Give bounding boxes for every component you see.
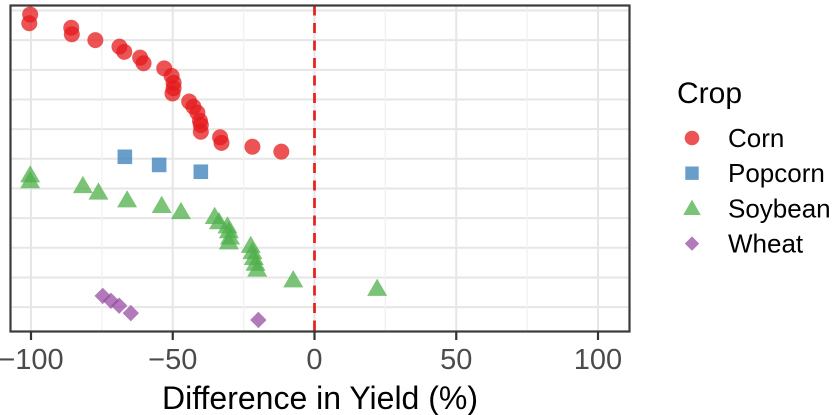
data-point-corn xyxy=(164,85,181,102)
data-point-corn xyxy=(21,15,38,32)
series-popcorn xyxy=(117,149,209,180)
x-tick-label: −100 xyxy=(0,344,64,376)
corn-circle-marker-icon xyxy=(684,130,700,146)
legend-item-popcorn: Popcorn xyxy=(685,158,825,188)
legend-label-wheat: Wheat xyxy=(728,229,804,259)
data-point-wheat xyxy=(94,287,111,305)
legend-label-popcorn: Popcorn xyxy=(728,158,825,188)
panel-border xyxy=(9,4,631,333)
data-point-corn xyxy=(273,143,290,160)
data-point-corn xyxy=(213,134,230,151)
data-point-wheat xyxy=(250,311,267,329)
data-point-soybean xyxy=(247,259,268,277)
data-point-wheat xyxy=(102,292,120,309)
data-point-soybean xyxy=(88,182,109,200)
legend-label-corn: Corn xyxy=(728,123,784,153)
x-tick-label: 50 xyxy=(440,344,472,376)
data-point-popcorn xyxy=(151,157,167,173)
data-point-corn xyxy=(87,32,104,49)
legend-items: Corn Popcorn Soybean Wheat xyxy=(683,123,831,259)
series-soybean xyxy=(20,165,388,296)
x-axis-title: Difference in Yield (%) xyxy=(162,380,478,415)
x-tick-label: 0 xyxy=(306,344,322,376)
data-point-popcorn xyxy=(193,164,209,180)
data-point-corn xyxy=(63,26,80,43)
x-axis-tick-labels: −100 −50 0 50 100 xyxy=(0,344,622,376)
data-point-soybean xyxy=(117,190,138,208)
legend-title: Crop xyxy=(677,77,742,110)
data-point-soybean xyxy=(218,232,239,250)
data-points xyxy=(20,6,388,329)
legend-item-wheat: Wheat xyxy=(684,229,804,259)
series-wheat xyxy=(94,287,267,329)
x-axis-ticks xyxy=(29,331,600,340)
data-point-soybean xyxy=(72,175,93,194)
data-point-corn xyxy=(244,138,261,155)
wheat-diamond-marker-icon xyxy=(684,236,700,251)
panel-background xyxy=(10,5,630,332)
gridlines xyxy=(10,5,630,332)
legend-item-soybean: Soybean xyxy=(683,193,831,223)
data-point-soybean xyxy=(283,270,304,288)
data-point-soybean xyxy=(367,278,388,296)
soybean-triangle-marker-icon xyxy=(683,199,701,215)
legend-item-corn: Corn xyxy=(684,123,784,153)
popcorn-square-marker-icon xyxy=(685,166,699,180)
data-point-soybean xyxy=(151,195,172,213)
data-point-corn xyxy=(192,123,209,140)
data-point-corn xyxy=(116,43,133,60)
legend-label-soybean: Soybean xyxy=(728,193,831,223)
data-point-soybean xyxy=(20,171,41,189)
series-corn xyxy=(21,6,290,160)
data-point-wheat xyxy=(110,297,128,314)
legend: Crop Corn Popcorn Soybean Wheat xyxy=(677,77,831,259)
x-tick-label: −50 xyxy=(148,344,197,376)
data-point-soybean xyxy=(170,201,191,220)
x-tick-label: 100 xyxy=(574,344,622,376)
data-point-wheat xyxy=(122,304,139,322)
data-point-corn xyxy=(135,55,152,72)
data-point-popcorn xyxy=(117,149,133,165)
